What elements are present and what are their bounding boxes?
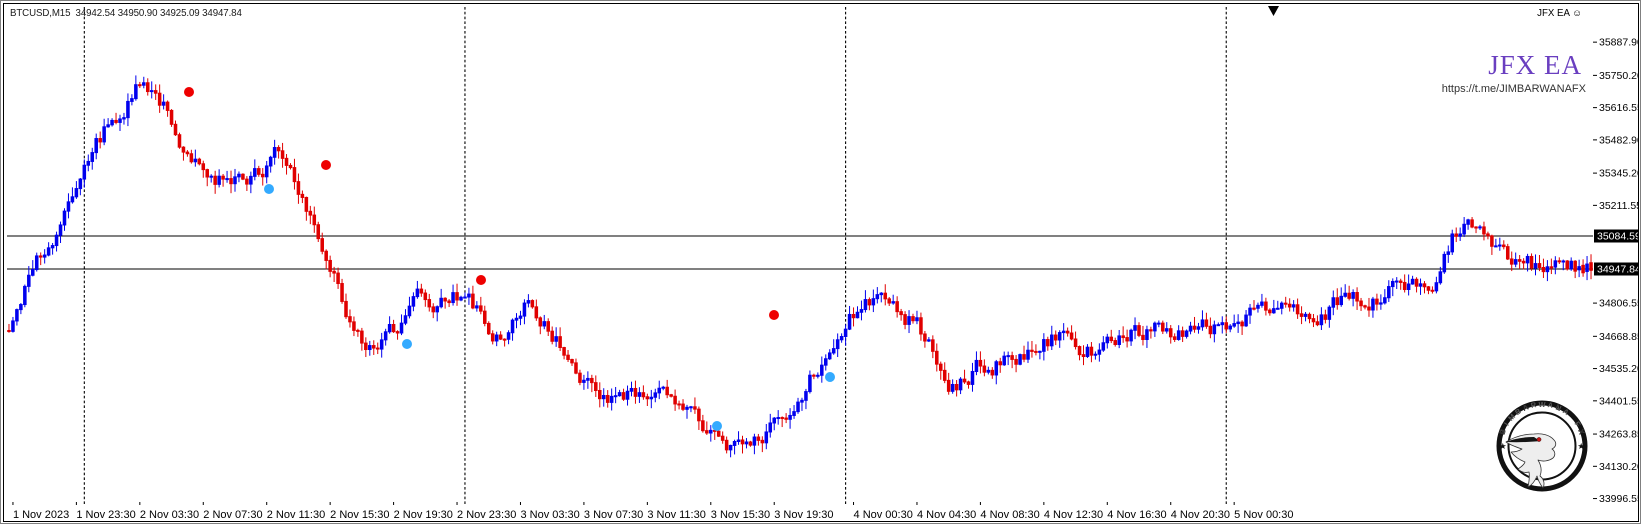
svg-text:★: ★	[1499, 441, 1507, 451]
svg-text:W: W	[1538, 400, 1546, 409]
svg-text:★: ★	[1577, 441, 1585, 451]
